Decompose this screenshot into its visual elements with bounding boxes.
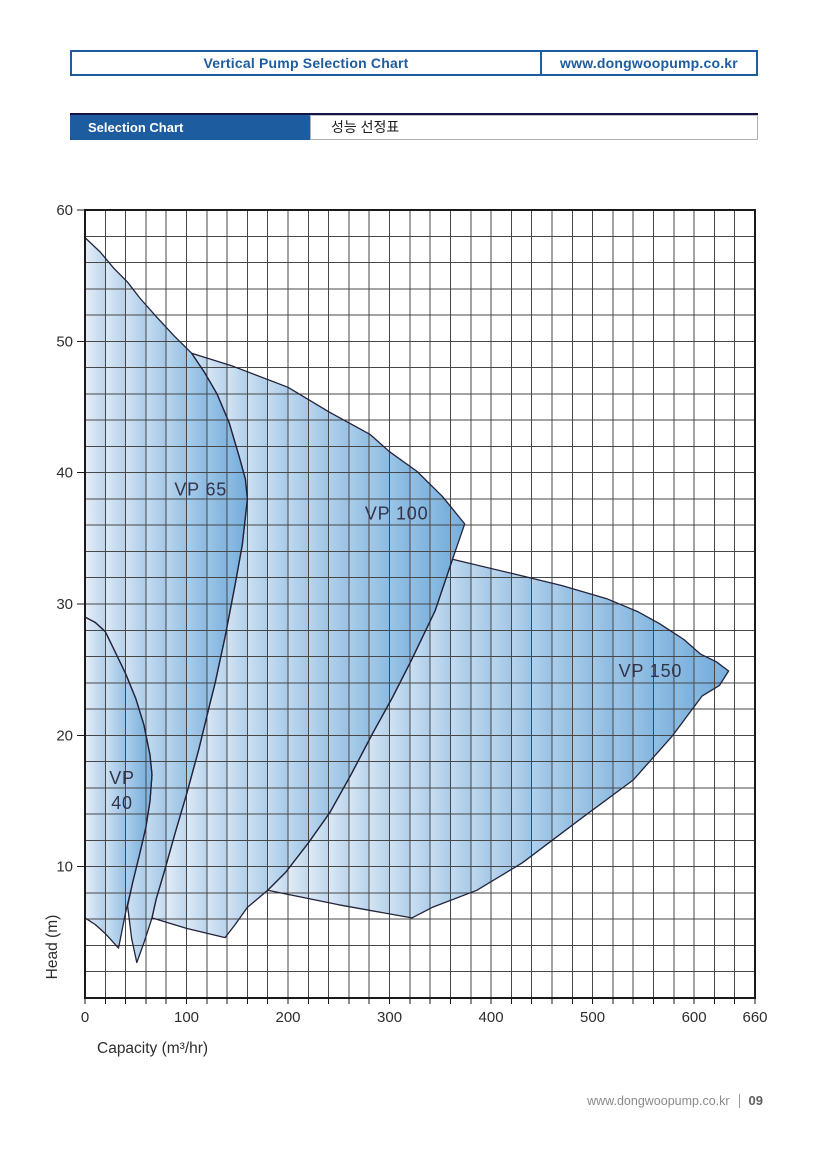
- header-site-url: www.dongwoopump.co.kr: [560, 55, 738, 71]
- x-axis-title: Capacity (m³/hr): [97, 1040, 208, 1057]
- y-tick-label: 10: [56, 859, 73, 876]
- section-title-badge: Selection Chart: [70, 115, 310, 140]
- y-tick-label: 50: [56, 333, 73, 350]
- region-label-vp-40: VP 40: [109, 768, 135, 813]
- page-footer: www.dongwoopump.co.kr 09: [587, 1093, 763, 1108]
- y-tick-label: 20: [56, 727, 73, 744]
- region-labels: VP 40 VP 65 VP 100 VP 150: [109, 480, 683, 813]
- region-outlines: [84, 236, 730, 964]
- pump-region-outline-vp-40: [84, 616, 153, 949]
- header-box: Vertical Pump Selection Chart www.dongwo…: [70, 50, 758, 76]
- header-title-cell: Vertical Pump Selection Chart: [72, 52, 542, 74]
- pump-region-band-vp-40: [85, 617, 152, 949]
- x-tick-label: 200: [276, 1009, 301, 1026]
- footer-page-number: 09: [748, 1093, 763, 1108]
- grid: [85, 210, 755, 998]
- page-title: Vertical Pump Selection Chart: [203, 55, 409, 71]
- x-tick-label: 300: [377, 1009, 402, 1026]
- tick-labels: 0 100 200 300 400 500 600 660 10 20 30 40 50 60: [56, 202, 767, 1026]
- x-tick-label: 500: [580, 1009, 605, 1026]
- region-label-vp-150: VP 150: [619, 661, 683, 681]
- y-tick-label: 40: [56, 465, 73, 482]
- y-tick-label: 60: [56, 202, 73, 219]
- region-fills: [85, 237, 729, 963]
- section-title-korean: 성능 선정표: [310, 115, 758, 140]
- axes-frame: [77, 209, 756, 1004]
- x-tick-label: 400: [479, 1009, 504, 1026]
- x-tick-label: 0: [81, 1009, 89, 1026]
- header-site-cell: www.dongwoopump.co.kr: [542, 52, 756, 74]
- section-bar: Selection Chart 성능 선정표: [70, 113, 758, 140]
- y-axis-title: Head (m): [44, 915, 61, 980]
- region-label-vp-65: VP 65: [174, 480, 227, 500]
- x-tick-label: 100: [174, 1009, 199, 1026]
- footer-separator: [738, 1093, 740, 1108]
- y-tick-label: 30: [56, 596, 73, 613]
- region-label-vp-100: VP 100: [365, 503, 429, 523]
- x-tick-label: 660: [742, 1009, 767, 1026]
- x-tick-label: 600: [682, 1009, 707, 1026]
- footer-site-url: www.dongwoopump.co.kr: [587, 1093, 730, 1108]
